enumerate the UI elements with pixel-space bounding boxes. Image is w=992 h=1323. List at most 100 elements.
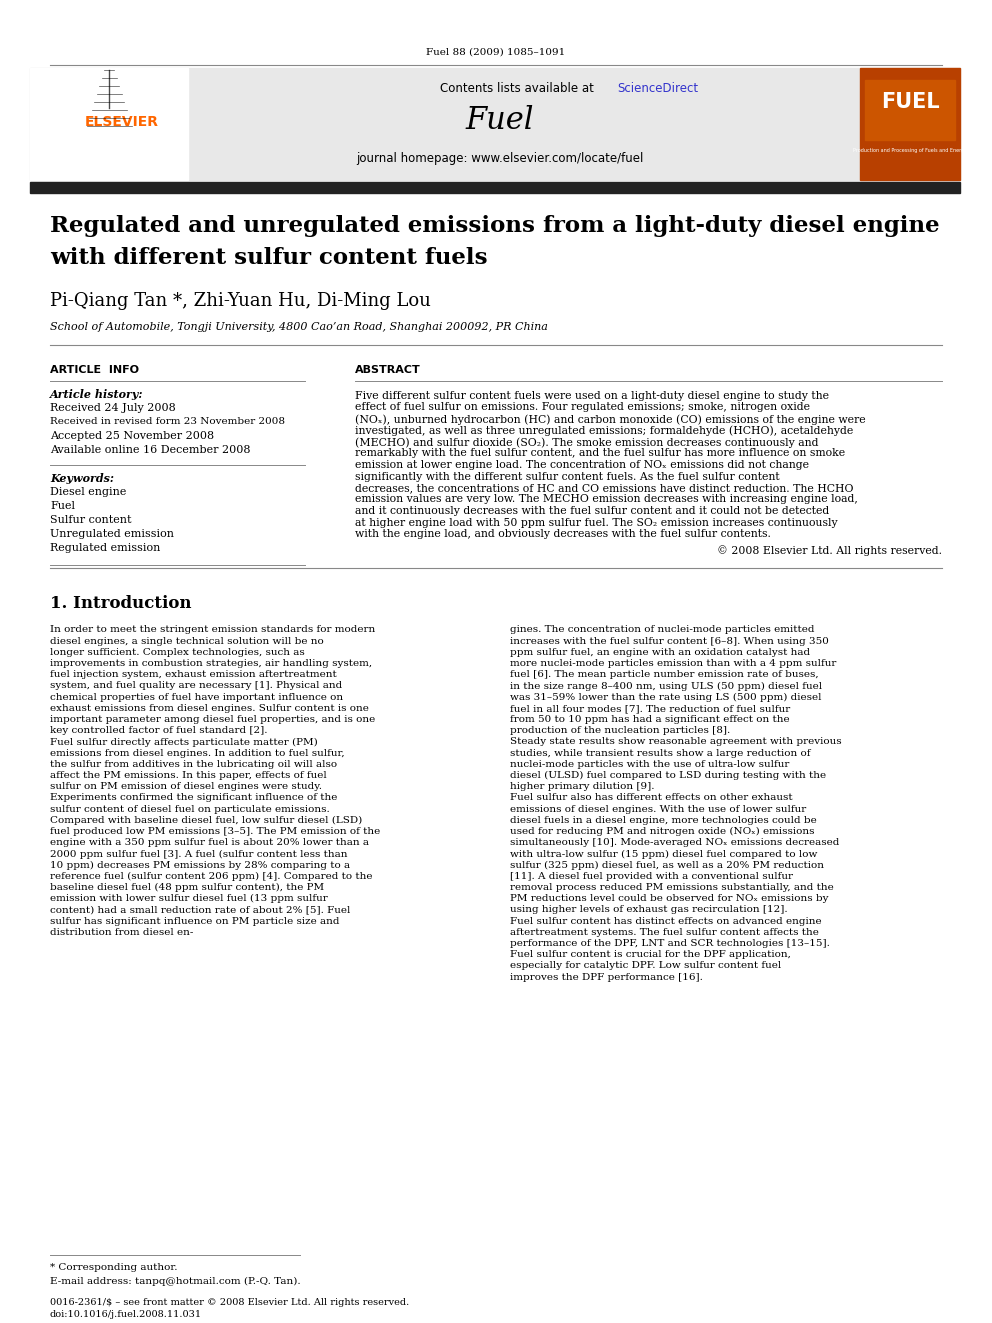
Text: fuel in all four modes [7]. The reduction of fuel sulfur: fuel in all four modes [7]. The reductio… <box>510 704 791 713</box>
Text: Fuel 88 (2009) 1085–1091: Fuel 88 (2009) 1085–1091 <box>427 48 565 57</box>
Text: sulfur (325 ppm) diesel fuel, as well as a 20% PM reduction: sulfur (325 ppm) diesel fuel, as well as… <box>510 861 824 869</box>
Text: fuel [6]. The mean particle number emission rate of buses,: fuel [6]. The mean particle number emiss… <box>510 671 818 679</box>
Text: used for reducing PM and nitrogen oxide (NOₓ) emissions: used for reducing PM and nitrogen oxide … <box>510 827 814 836</box>
Text: improvements in combustion strategies, air handling system,: improvements in combustion strategies, a… <box>50 659 372 668</box>
Text: diesel engines, a single technical solution will be no: diesel engines, a single technical solut… <box>50 636 323 646</box>
Text: significantly with the different sulfur content fuels. As the fuel sulfur conten: significantly with the different sulfur … <box>355 471 780 482</box>
Text: decreases, the concentrations of HC and CO emissions have distinct reduction. Th: decreases, the concentrations of HC and … <box>355 483 853 493</box>
Text: engine with a 350 ppm sulfur fuel is about 20% lower than a: engine with a 350 ppm sulfur fuel is abo… <box>50 839 369 847</box>
Text: affect the PM emissions. In this paper, effects of fuel: affect the PM emissions. In this paper, … <box>50 771 326 781</box>
Text: Accepted 25 November 2008: Accepted 25 November 2008 <box>50 431 214 441</box>
Text: diesel fuels in a diesel engine, more technologies could be: diesel fuels in a diesel engine, more te… <box>510 816 816 826</box>
Text: Fuel sulfur directly affects particulate matter (PM): Fuel sulfur directly affects particulate… <box>50 737 317 746</box>
Text: emissions of diesel engines. With the use of lower sulfur: emissions of diesel engines. With the us… <box>510 804 806 814</box>
Text: emissions from diesel engines. In addition to fuel sulfur,: emissions from diesel engines. In additi… <box>50 749 344 758</box>
Text: baseline diesel fuel (48 ppm sulfur content), the PM: baseline diesel fuel (48 ppm sulfur cont… <box>50 882 324 892</box>
Text: from 50 to 10 ppm has had a significant effect on the: from 50 to 10 ppm has had a significant … <box>510 716 790 724</box>
Text: ELSEVIER: ELSEVIER <box>85 115 159 130</box>
Text: fuel produced low PM emissions [3–5]. The PM emission of the: fuel produced low PM emissions [3–5]. Th… <box>50 827 380 836</box>
Text: Fuel: Fuel <box>50 501 75 511</box>
Text: Steady state results show reasonable agreement with previous: Steady state results show reasonable agr… <box>510 737 841 746</box>
Text: Regulated and unregulated emissions from a light-duty diesel engine: Regulated and unregulated emissions from… <box>50 216 939 237</box>
Text: production of the nucleation particles [8].: production of the nucleation particles [… <box>510 726 730 736</box>
Text: In order to meet the stringent emission standards for modern: In order to meet the stringent emission … <box>50 626 375 635</box>
Text: PM reductions level could be observed for NOₓ emissions by: PM reductions level could be observed fo… <box>510 894 828 904</box>
Text: Sulfur content: Sulfur content <box>50 515 132 525</box>
Bar <box>30 67 960 180</box>
Text: key controlled factor of fuel standard [2].: key controlled factor of fuel standard [… <box>50 726 268 736</box>
Text: Regulated emission: Regulated emission <box>50 542 161 553</box>
Text: (MECHO) and sulfur dioxide (SO₂). The smoke emission decreases continuously and: (MECHO) and sulfur dioxide (SO₂). The sm… <box>355 437 818 447</box>
Bar <box>30 67 188 180</box>
Text: doi:10.1016/j.fuel.2008.11.031: doi:10.1016/j.fuel.2008.11.031 <box>50 1310 202 1319</box>
Text: (NOₓ), unburned hydrocarbon (HC) and carbon monoxide (CO) emissions of the engin: (NOₓ), unburned hydrocarbon (HC) and car… <box>355 414 866 425</box>
Text: system, and fuel quality are necessary [1]. Physical and: system, and fuel quality are necessary [… <box>50 681 342 691</box>
Text: with different sulfur content fuels: with different sulfur content fuels <box>50 247 488 269</box>
Bar <box>865 79 955 140</box>
Text: using higher levels of exhaust gas recirculation [12].: using higher levels of exhaust gas recir… <box>510 905 788 914</box>
Text: Pi-Qiang Tan *, Zhi-Yuan Hu, Di-Ming Lou: Pi-Qiang Tan *, Zhi-Yuan Hu, Di-Ming Lou <box>50 292 431 310</box>
Text: reference fuel (sulfur content 206 ppm) [4]. Compared to the: reference fuel (sulfur content 206 ppm) … <box>50 872 373 881</box>
Text: chemical properties of fuel have important influence on: chemical properties of fuel have importa… <box>50 693 343 701</box>
Text: especially for catalytic DPF. Low sulfur content fuel: especially for catalytic DPF. Low sulfur… <box>510 962 782 971</box>
Text: emission values are very low. The MECHO emission decreases with increasing engin: emission values are very low. The MECHO … <box>355 495 858 504</box>
Text: important parameter among diesel fuel properties, and is one: important parameter among diesel fuel pr… <box>50 716 375 724</box>
Text: sulfur on PM emission of diesel engines were study.: sulfur on PM emission of diesel engines … <box>50 782 322 791</box>
Text: Experiments confirmed the significant influence of the: Experiments confirmed the significant in… <box>50 794 337 803</box>
Text: investigated, as well as three unregulated emissions; formaldehyde (HCHO), aceta: investigated, as well as three unregulat… <box>355 426 853 437</box>
Text: was 31–59% lower than the rate using LS (500 ppm) diesel: was 31–59% lower than the rate using LS … <box>510 693 821 701</box>
Text: Fuel sulfur content is crucial for the DPF application,: Fuel sulfur content is crucial for the D… <box>510 950 791 959</box>
Text: with the engine load, and obviously decreases with the fuel sulfur contents.: with the engine load, and obviously decr… <box>355 529 771 538</box>
Text: Unregulated emission: Unregulated emission <box>50 529 174 538</box>
Text: sulfur content of diesel fuel on particulate emissions.: sulfur content of diesel fuel on particu… <box>50 804 329 814</box>
Text: emission with lower sulfur diesel fuel (13 ppm sulfur: emission with lower sulfur diesel fuel (… <box>50 894 327 904</box>
Text: aftertreatment systems. The fuel sulfur content affects the: aftertreatment systems. The fuel sulfur … <box>510 927 818 937</box>
Text: Contents lists available at: Contents lists available at <box>440 82 597 95</box>
Text: removal process reduced PM emissions substantially, and the: removal process reduced PM emissions sub… <box>510 882 833 892</box>
Text: 2000 ppm sulfur fuel [3]. A fuel (sulfur content less than: 2000 ppm sulfur fuel [3]. A fuel (sulfur… <box>50 849 347 859</box>
Text: more nuclei-mode particles emission than with a 4 ppm sulfur: more nuclei-mode particles emission than… <box>510 659 836 668</box>
Text: School of Automobile, Tongji University, 4800 Cao’an Road, Shanghai 200092, PR C: School of Automobile, Tongji University,… <box>50 321 548 332</box>
Text: the sulfur from additives in the lubricating oil will also: the sulfur from additives in the lubrica… <box>50 759 337 769</box>
Text: gines. The concentration of nuclei-mode particles emitted: gines. The concentration of nuclei-mode … <box>510 626 814 635</box>
Text: sulfur has significant influence on PM particle size and: sulfur has significant influence on PM p… <box>50 917 339 926</box>
Text: improves the DPF performance [16].: improves the DPF performance [16]. <box>510 972 703 982</box>
Text: 1. Introduction: 1. Introduction <box>50 595 191 613</box>
Text: Production and Processing of Fuels and Energy: Production and Processing of Fuels and E… <box>853 148 967 153</box>
Text: Five different sulfur content fuels were used on a light-duty diesel engine to s: Five different sulfur content fuels were… <box>355 392 829 401</box>
Text: Diesel engine: Diesel engine <box>50 487 126 497</box>
Bar <box>860 67 960 180</box>
Text: simultaneously [10]. Mode-averaged NOₓ emissions decreased: simultaneously [10]. Mode-averaged NOₓ e… <box>510 839 839 847</box>
Text: FUEL: FUEL <box>881 93 939 112</box>
Text: 0016-2361/$ – see front matter © 2008 Elsevier Ltd. All rights reserved.: 0016-2361/$ – see front matter © 2008 El… <box>50 1298 410 1307</box>
Text: * Corresponding author.: * Corresponding author. <box>50 1263 178 1271</box>
Text: diesel (ULSD) fuel compared to LSD during testing with the: diesel (ULSD) fuel compared to LSD durin… <box>510 771 826 781</box>
Text: journal homepage: www.elsevier.com/locate/fuel: journal homepage: www.elsevier.com/locat… <box>356 152 644 165</box>
Bar <box>30 183 960 193</box>
Text: distribution from diesel en-: distribution from diesel en- <box>50 927 193 937</box>
Text: © 2008 Elsevier Ltd. All rights reserved.: © 2008 Elsevier Ltd. All rights reserved… <box>717 545 942 556</box>
Text: studies, while transient results show a large reduction of: studies, while transient results show a … <box>510 749 810 758</box>
Text: Fuel sulfur also has different effects on other exhaust: Fuel sulfur also has different effects o… <box>510 794 793 803</box>
Text: exhaust emissions from diesel engines. Sulfur content is one: exhaust emissions from diesel engines. S… <box>50 704 369 713</box>
Text: Keywords:: Keywords: <box>50 474 114 484</box>
Text: ARTICLE  INFO: ARTICLE INFO <box>50 365 139 374</box>
Text: with ultra-low sulfur (15 ppm) diesel fuel compared to low: with ultra-low sulfur (15 ppm) diesel fu… <box>510 849 817 859</box>
Text: effect of fuel sulfur on emissions. Four regulated emissions; smoke, nitrogen ox: effect of fuel sulfur on emissions. Four… <box>355 402 810 413</box>
Text: at higher engine load with 50 ppm sulfur fuel. The SO₂ emission increases contin: at higher engine load with 50 ppm sulfur… <box>355 517 837 528</box>
Text: Fuel: Fuel <box>466 105 535 136</box>
Text: performance of the DPF, LNT and SCR technologies [13–15].: performance of the DPF, LNT and SCR tech… <box>510 939 830 949</box>
Text: higher primary dilution [9].: higher primary dilution [9]. <box>510 782 655 791</box>
Text: and it continuously decreases with the fuel sulfur content and it could not be d: and it continuously decreases with the f… <box>355 505 829 516</box>
Text: ABSTRACT: ABSTRACT <box>355 365 421 374</box>
Text: emission at lower engine load. The concentration of NOₓ emissions did not change: emission at lower engine load. The conce… <box>355 460 809 470</box>
Text: Fuel sulfur content has distinct effects on advanced engine: Fuel sulfur content has distinct effects… <box>510 917 821 926</box>
Text: E-mail address: tanpq@hotmail.com (P.-Q. Tan).: E-mail address: tanpq@hotmail.com (P.-Q.… <box>50 1277 301 1286</box>
Text: Received 24 July 2008: Received 24 July 2008 <box>50 404 176 413</box>
Text: [11]. A diesel fuel provided with a conventional sulfur: [11]. A diesel fuel provided with a conv… <box>510 872 793 881</box>
Text: ppm sulfur fuel, an engine with an oxidation catalyst had: ppm sulfur fuel, an engine with an oxida… <box>510 648 810 658</box>
Text: increases with the fuel sulfur content [6–8]. When using 350: increases with the fuel sulfur content [… <box>510 636 829 646</box>
Text: Compared with baseline diesel fuel, low sulfur diesel (LSD): Compared with baseline diesel fuel, low … <box>50 816 362 826</box>
Text: Available online 16 December 2008: Available online 16 December 2008 <box>50 445 251 455</box>
Text: in the size range 8–400 nm, using ULS (50 ppm) diesel fuel: in the size range 8–400 nm, using ULS (5… <box>510 681 822 691</box>
